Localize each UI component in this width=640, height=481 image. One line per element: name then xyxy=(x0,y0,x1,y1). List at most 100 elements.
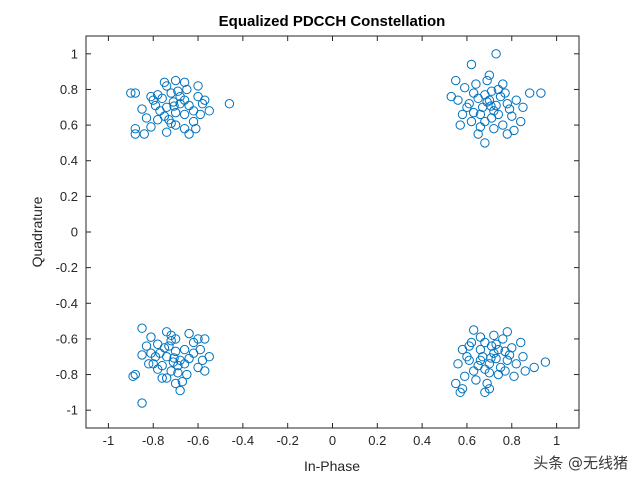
data-point xyxy=(525,88,535,98)
data-point xyxy=(500,366,510,376)
y-tick-label: -0.4 xyxy=(56,296,78,311)
data-point xyxy=(529,362,539,373)
y-tick-label: 0.4 xyxy=(60,153,78,168)
data-point xyxy=(130,123,141,134)
data-point xyxy=(484,70,495,80)
data-point xyxy=(502,99,512,109)
data-point xyxy=(464,341,474,351)
data-point xyxy=(173,86,183,96)
data-point xyxy=(455,120,465,130)
x-tick-label: 0 xyxy=(329,433,336,448)
data-point xyxy=(144,359,154,369)
y-tick-label: -0.8 xyxy=(56,367,78,382)
data-point xyxy=(128,371,138,382)
data-point xyxy=(502,355,512,365)
data-point xyxy=(460,371,470,382)
data-point xyxy=(446,91,456,102)
data-point xyxy=(475,122,486,132)
x-tick-label: -0.8 xyxy=(142,433,164,448)
data-point xyxy=(173,368,183,378)
y-tick-label: 0.6 xyxy=(60,118,78,133)
data-point xyxy=(164,115,174,125)
data-point xyxy=(153,90,163,100)
scatter-points xyxy=(126,49,551,408)
data-point xyxy=(146,348,156,358)
data-point xyxy=(182,84,192,95)
y-tick-label: -0.6 xyxy=(56,331,78,346)
data-point xyxy=(169,101,179,111)
data-point xyxy=(179,359,190,369)
data-point xyxy=(146,91,156,102)
data-point xyxy=(191,123,201,134)
data-point xyxy=(126,88,136,98)
data-point xyxy=(200,366,210,376)
data-point xyxy=(473,129,483,139)
data-point xyxy=(130,369,141,380)
data-point xyxy=(137,104,147,114)
data-point xyxy=(161,327,172,337)
data-point xyxy=(502,327,512,337)
data-point xyxy=(457,384,468,394)
data-point xyxy=(161,127,172,137)
data-point xyxy=(153,364,163,374)
data-point xyxy=(493,344,504,355)
data-point xyxy=(504,104,515,114)
x-tick-label: 0.4 xyxy=(413,433,431,448)
data-point xyxy=(141,113,152,123)
data-point xyxy=(170,107,181,118)
data-point xyxy=(170,346,181,357)
x-tick-label: -0.6 xyxy=(187,433,209,448)
data-point xyxy=(166,335,176,346)
y-tick-label: -1 xyxy=(66,403,78,418)
data-point xyxy=(161,373,172,383)
watermark-text: 头条 @无线猪 xyxy=(533,454,628,472)
data-point xyxy=(184,328,194,339)
data-point xyxy=(482,75,492,86)
data-point xyxy=(468,88,479,98)
data-point xyxy=(540,357,551,367)
x-tick-label: -0.2 xyxy=(276,433,298,448)
data-point xyxy=(195,344,205,355)
data-point xyxy=(466,59,477,70)
data-point xyxy=(484,368,495,378)
data-point xyxy=(502,129,512,139)
data-point xyxy=(164,341,174,351)
data-point xyxy=(177,376,188,387)
y-tick-label: 1 xyxy=(71,46,78,61)
data-point xyxy=(457,109,468,120)
data-point xyxy=(130,129,141,139)
data-point xyxy=(464,99,474,109)
x-tick-label: 0.2 xyxy=(368,433,386,448)
data-point xyxy=(500,346,510,357)
data-point xyxy=(188,116,199,127)
data-point xyxy=(489,123,499,134)
data-point xyxy=(482,378,492,389)
data-point xyxy=(141,341,152,351)
data-point xyxy=(471,375,481,385)
data-point xyxy=(482,97,492,107)
y-tick-label: 0.8 xyxy=(60,82,78,97)
data-point xyxy=(173,360,183,371)
x-tick-label: 0.8 xyxy=(503,433,521,448)
data-point xyxy=(468,325,479,335)
data-point xyxy=(175,385,185,396)
data-point xyxy=(498,120,508,130)
data-point xyxy=(498,79,508,89)
data-point xyxy=(170,75,181,86)
data-point xyxy=(166,366,176,376)
data-point xyxy=(200,95,210,105)
data-point xyxy=(491,49,501,59)
data-point xyxy=(491,100,501,111)
data-point xyxy=(175,91,185,102)
data-point xyxy=(475,332,486,342)
data-point xyxy=(153,339,163,349)
y-tick-label: 0 xyxy=(71,225,78,240)
data-point xyxy=(224,99,235,109)
data-point xyxy=(137,350,147,360)
data-point xyxy=(480,138,490,148)
data-point xyxy=(468,366,479,376)
data-point xyxy=(193,334,203,344)
data-point xyxy=(130,88,141,98)
y-axis: -1 -0.8 -0.6 -0.4 -0.2 0 0.2 0.4 0.6 0.8 1 xyxy=(56,46,579,418)
